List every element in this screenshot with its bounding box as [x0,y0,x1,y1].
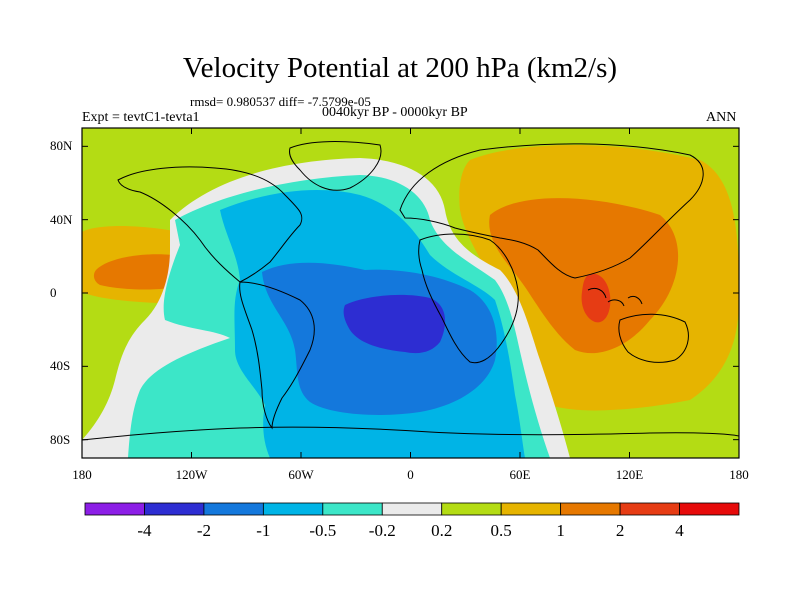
season-label: ANN [706,110,737,125]
x-tick-label-6: 180 [729,467,749,482]
colorbar-swatch-4 [322,502,383,516]
x-tick-label-5: 120E [615,467,644,482]
colorbar-label-3: -0.5 [309,521,337,540]
y-tick-label-2: 0 [50,285,57,300]
y-tick-label-1: 40N [50,211,73,227]
coast-africa [418,233,519,364]
x-tick-label-2: 60W [288,467,314,482]
y-tick-label-3: 40S [50,358,71,374]
colorbar-swatch-3 [262,502,324,516]
velocity-potential-field [82,128,739,458]
colorbar-label-2: -1 [256,521,271,540]
colorbar-swatch-7 [500,502,562,516]
colorbar-label-6: 0.5 [490,521,512,540]
period-label: 0040kyr BP - 0000kyr BP [322,105,468,120]
y-tick-label-0: 80N [50,138,73,154]
colorbar-swatch-9 [619,502,680,516]
colorbar-swatch-2 [203,502,264,516]
colorbar-swatch-5 [381,502,443,516]
region-pos-2-4 [581,273,611,323]
colorbar-label-0: -4 [137,521,152,540]
colorbar-swatch-8 [560,502,621,516]
colorbar-label-8: 2 [615,521,625,540]
region-neg-4-2 [343,294,446,354]
colorbar-label-5: 0.2 [431,521,453,540]
x-tick-label-4: 60E [509,467,531,482]
colorbar-label-9: 4 [675,521,684,540]
colorbar-swatch-6 [441,502,502,516]
colorbar-swatch-10 [679,502,740,516]
colorbar-label-7: 1 [556,521,565,540]
x-tick-label-0: 180 [72,467,92,482]
coast-australia [618,313,689,363]
experiment-label: Expt = tevtC1-tevta1 [82,110,200,125]
colorbar-swatch-1 [144,502,205,516]
coast-antarctica [82,426,739,441]
stats-line: rmsd= 0.980537 diff= -7.5799e-05 [190,94,371,109]
colorbar-label-4: -0.2 [368,521,396,540]
coast-maritime-continent [587,287,643,307]
coast-greenland [289,141,382,191]
axis-ticks [81,128,740,458]
coastlines [82,141,739,441]
coast-south-america [239,281,315,430]
x-tick-label-1: 120W [175,467,208,482]
coast-eurasia [399,143,704,279]
colorbar-label-1: -2 [196,521,211,540]
x-tick-label-3: 0 [407,467,414,482]
coast-north-america [117,166,303,283]
y-tick-label-4: 80S [50,431,71,447]
chart-title: Velocity Potential at 200 hPa (km2/s) [182,52,618,84]
colorbar [84,502,740,516]
colorbar-swatch-0 [84,502,145,516]
